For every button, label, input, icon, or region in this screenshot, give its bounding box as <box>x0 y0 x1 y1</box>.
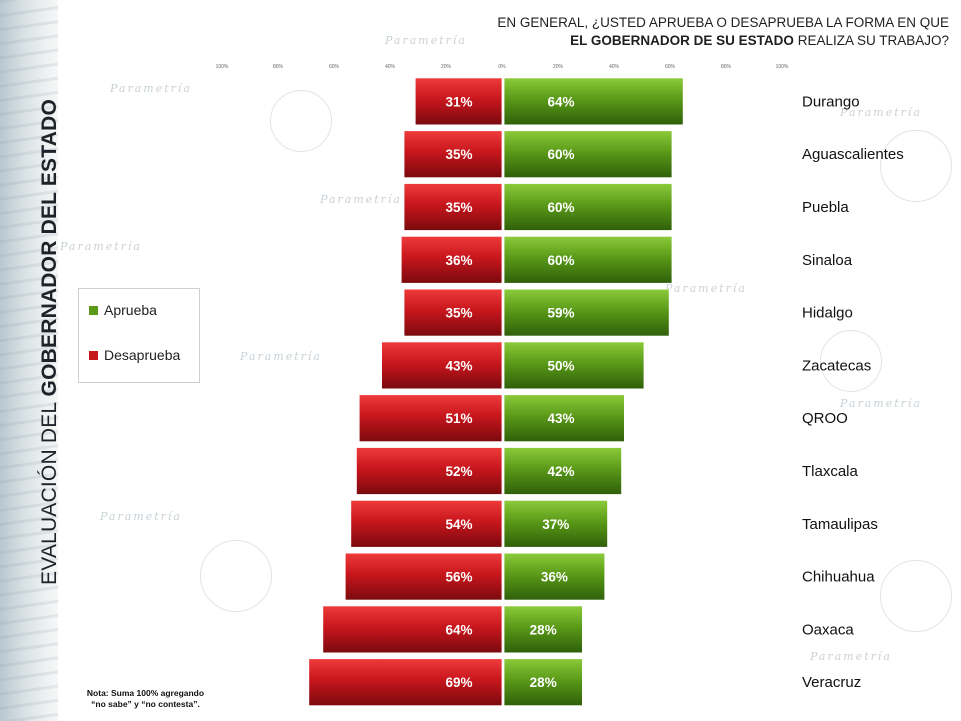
bar-desaprueba <box>381 341 503 390</box>
bar-value-label-aprueba: 60% <box>547 253 574 268</box>
bar-aprueba <box>503 552 606 601</box>
bar-value-label-desaprueba: 43% <box>445 358 472 373</box>
category-label: Sinaloa <box>802 252 853 269</box>
footnote: Nota: Suma 100% agregando “no sabe” y “n… <box>68 688 223 710</box>
bar-desaprueba <box>358 394 503 443</box>
bar-desaprueba <box>400 235 503 284</box>
decorative-side-strip <box>0 0 58 721</box>
question-rest: REALIZA SU TRABAJO? <box>793 33 949 48</box>
legend-label-desaprueba: Desaprueba <box>104 347 181 363</box>
bar-desaprueba <box>344 552 503 601</box>
chart-legend: Aprueba Desaprueba <box>78 288 200 383</box>
bar-value-label-desaprueba: 54% <box>445 517 472 532</box>
bar-value-label-desaprueba: 64% <box>445 622 472 637</box>
bar-desaprueba <box>355 447 503 495</box>
x-tick-label: 80% <box>273 64 284 70</box>
bar-aprueba <box>503 499 608 548</box>
x-tick-label: 100% <box>776 64 789 70</box>
bar-desaprueba <box>403 183 503 231</box>
legend-swatch-desaprueba <box>89 350 98 360</box>
legend-label-aprueba: Aprueba <box>104 302 157 318</box>
category-label: Aguascalientes <box>802 146 904 163</box>
bar-value-label-desaprueba: 31% <box>445 94 472 109</box>
question-line-2: EL GOBERNADOR DE SU ESTADO REALIZA SU TR… <box>389 32 949 50</box>
bar-value-label-aprueba: 37% <box>542 517 569 532</box>
bar-value-label-desaprueba: 35% <box>445 147 472 162</box>
x-tick-label: 60% <box>329 64 340 70</box>
bar-value-label-desaprueba: 35% <box>445 200 472 215</box>
chart-question: EN GENERAL, ¿USTED APRUEBA O DESAPRUEBA … <box>389 14 949 50</box>
bar-aprueba <box>503 341 645 390</box>
bar-aprueba <box>503 447 622 495</box>
x-tick-label: 40% <box>385 64 396 70</box>
x-tick-label: 40% <box>609 64 620 70</box>
bar-aprueba <box>503 394 625 443</box>
category-label: QROO <box>802 410 848 427</box>
bar-value-label-desaprueba: 51% <box>445 411 472 426</box>
bar-value-label-desaprueba: 69% <box>445 675 472 690</box>
bar-desaprueba <box>308 658 503 707</box>
footnote-line-2: “no sabe” y “no contesta”. <box>91 699 200 709</box>
bar-aprueba <box>503 288 670 337</box>
bar-aprueba <box>503 130 673 179</box>
bar-value-label-aprueba: 43% <box>547 411 574 426</box>
bar-desaprueba <box>403 130 503 179</box>
bar-desaprueba <box>322 605 503 654</box>
x-tick-label: 100% <box>216 64 229 70</box>
category-label: Tamaulipas <box>802 516 878 533</box>
category-label: Hidalgo <box>802 305 853 322</box>
category-label: Zacatecas <box>802 357 871 374</box>
bar-value-label-aprueba: 60% <box>547 200 574 215</box>
bar-value-label-aprueba: 28% <box>530 675 557 690</box>
bar-aprueba <box>503 605 583 654</box>
legend-swatch-aprueba <box>89 305 98 315</box>
bar-desaprueba <box>414 77 503 126</box>
x-tick-label: 0% <box>498 64 506 70</box>
category-label: Oaxaca <box>802 621 854 638</box>
bar-value-label-desaprueba: 56% <box>445 570 472 585</box>
bar-value-label-desaprueba: 35% <box>445 306 472 321</box>
question-line-1: EN GENERAL, ¿USTED APRUEBA O DESAPRUEBA … <box>497 15 949 30</box>
category-label: Veracruz <box>802 674 861 691</box>
category-label: Durango <box>802 93 860 110</box>
category-label: Chihuahua <box>802 569 875 586</box>
x-tick-label: 20% <box>553 64 564 70</box>
x-tick-label: 80% <box>721 64 732 70</box>
bar-desaprueba <box>350 499 503 548</box>
bar-value-label-aprueba: 59% <box>547 306 574 321</box>
bar-value-label-aprueba: 28% <box>530 622 557 637</box>
bar-value-label-aprueba: 36% <box>541 570 568 585</box>
bar-value-label-desaprueba: 36% <box>445 253 472 268</box>
bar-value-label-aprueba: 42% <box>547 464 574 479</box>
question-bold: EL GOBERNADOR DE SU ESTADO <box>570 33 794 48</box>
legend-item-aprueba: Aprueba <box>89 302 157 318</box>
bar-value-label-desaprueba: 52% <box>445 464 472 479</box>
bar-aprueba <box>503 235 673 284</box>
bar-value-label-aprueba: 64% <box>547 94 574 109</box>
bar-aprueba <box>503 77 684 126</box>
x-tick-label: 60% <box>665 64 676 70</box>
bar-aprueba <box>503 658 583 707</box>
footnote-line-1: Nota: Suma 100% agregando <box>86 688 205 698</box>
category-label: Puebla <box>802 199 849 216</box>
x-tick-label: 20% <box>441 64 452 70</box>
category-label: Tlaxcala <box>802 463 859 480</box>
bar-desaprueba <box>403 288 503 337</box>
legend-item-desaprueba: Desaprueba <box>89 347 180 363</box>
bar-aprueba <box>503 183 673 231</box>
bar-value-label-aprueba: 50% <box>547 358 574 373</box>
bar-value-label-aprueba: 60% <box>547 147 574 162</box>
